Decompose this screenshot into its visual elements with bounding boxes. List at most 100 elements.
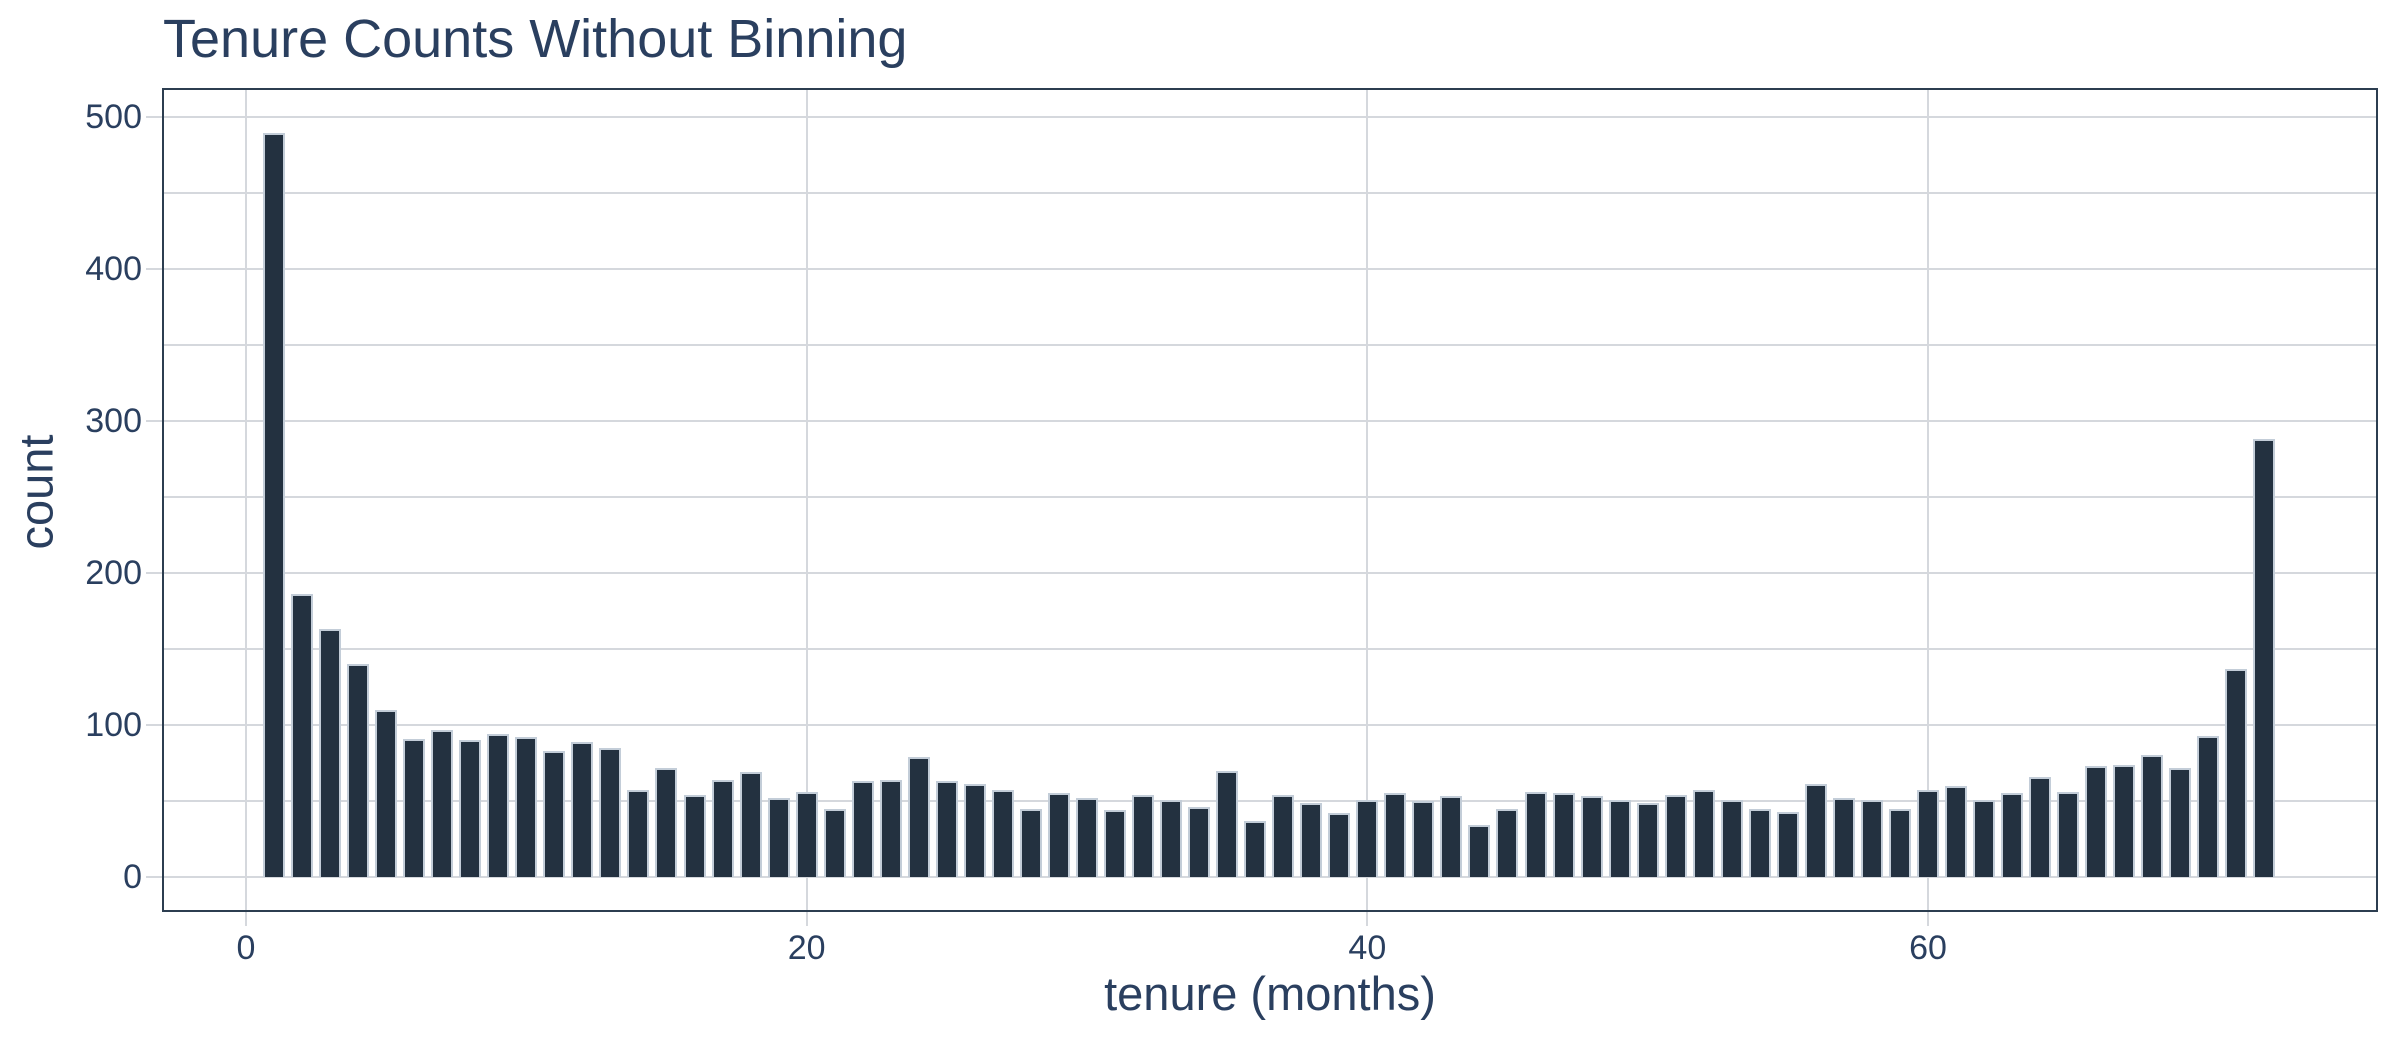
x-tick-label: 60	[1909, 929, 1947, 967]
bar-tenure-22	[851, 781, 874, 877]
bar-tenure-68	[2141, 755, 2164, 877]
bar-tenure-5	[375, 709, 398, 877]
x-gridline	[1366, 88, 1369, 912]
bar-tenure-25	[935, 781, 958, 877]
y-tick-label: 400	[85, 250, 142, 289]
bar-tenure-61	[1945, 785, 1968, 877]
bar-tenure-51	[1664, 794, 1687, 877]
y-tick-mark	[146, 268, 162, 271]
y-tick-label: 500	[85, 98, 142, 137]
y-tick-mark	[146, 116, 162, 119]
bar-tenure-28	[1019, 808, 1042, 877]
bar-tenure-67	[2113, 764, 2136, 877]
x-tick-label: 20	[787, 929, 826, 967]
y-gridline	[162, 724, 2378, 727]
y-gridline	[162, 192, 2378, 195]
bar-tenure-60	[1916, 790, 1939, 877]
bar-tenure-3	[319, 629, 342, 877]
bar-tenure-20	[795, 791, 818, 877]
bar-tenure-37	[1272, 794, 1295, 877]
y-tick-mark	[146, 572, 162, 575]
x-gridline	[245, 88, 247, 912]
bar-tenure-8	[459, 740, 482, 877]
y-gridline	[162, 876, 2378, 878]
y-gridline	[162, 116, 2378, 119]
bar-tenure-7	[431, 729, 454, 877]
y-tick-label: 300	[85, 402, 142, 441]
bar-tenure-1	[263, 132, 286, 877]
bar-tenure-50	[1636, 802, 1659, 877]
bar-tenure-23	[879, 779, 902, 877]
bar-tenure-57	[1832, 798, 1855, 877]
bar-tenure-44	[1468, 825, 1491, 877]
x-tick-mark	[1926, 912, 1929, 926]
bar-tenure-66	[2085, 766, 2108, 877]
y-gridline	[162, 800, 2378, 803]
x-axis-title: tenure (months)	[1104, 967, 1436, 1020]
bar-tenure-71	[2225, 668, 2248, 877]
bar-tenure-53	[1720, 799, 1743, 877]
y-gridline	[162, 572, 2378, 575]
bar-tenure-55	[1776, 811, 1799, 877]
bar-tenure-2	[291, 594, 314, 877]
bar-tenure-42	[1412, 801, 1435, 877]
x-tick-mark	[1366, 912, 1369, 926]
bar-tenure-24	[907, 756, 930, 877]
bar-tenure-72	[2253, 439, 2276, 877]
bar-tenure-41	[1384, 793, 1407, 877]
bar-tenure-64	[2029, 776, 2052, 877]
chart-title: Tenure Counts Without Binning	[163, 9, 908, 69]
bar-tenure-19	[767, 798, 790, 877]
bar-tenure-58	[1860, 799, 1883, 877]
bar-tenure-13	[599, 747, 622, 877]
bar-tenure-38	[1300, 802, 1323, 877]
x-gridline	[1926, 88, 1929, 912]
bar-tenure-35	[1216, 770, 1239, 877]
bar-tenure-10	[515, 737, 538, 877]
bar-tenure-36	[1244, 820, 1267, 877]
bar-tenure-11	[543, 750, 566, 877]
bar-tenure-47	[1552, 793, 1575, 877]
bar-tenure-34	[1188, 807, 1211, 877]
bar-tenure-63	[2001, 793, 2024, 877]
bar-tenure-27	[991, 790, 1014, 877]
bar-tenure-15	[655, 767, 678, 877]
bar-tenure-4	[347, 664, 370, 877]
bar-tenure-26	[963, 784, 986, 877]
bar-tenure-18	[739, 772, 762, 877]
bar-tenure-59	[1888, 808, 1911, 877]
y-tick-label: 200	[85, 554, 142, 593]
y-gridline	[162, 496, 2378, 499]
bar-tenure-65	[2057, 791, 2080, 877]
y-tick-label: 0	[123, 858, 142, 896]
y-gridline	[162, 420, 2378, 423]
bar-tenure-45	[1496, 808, 1519, 877]
bar-tenure-62	[1973, 799, 1996, 877]
bar-tenure-17	[711, 779, 734, 877]
bar-tenure-48	[1580, 796, 1603, 877]
bar-tenure-39	[1328, 813, 1351, 877]
y-tick-label: 100	[85, 706, 142, 745]
bar-tenure-6	[403, 738, 426, 877]
y-gridline	[162, 268, 2378, 271]
bar-tenure-9	[487, 734, 510, 877]
bar-tenure-49	[1608, 799, 1631, 877]
x-tick-label: 40	[1348, 929, 1387, 967]
bar-tenure-16	[683, 794, 706, 877]
y-tick-mark	[146, 420, 162, 423]
bar-tenure-46	[1524, 791, 1547, 877]
bar-tenure-12	[571, 741, 594, 877]
x-tick-mark	[245, 912, 247, 926]
bar-tenure-29	[1047, 793, 1070, 877]
bar-tenure-14	[627, 790, 650, 877]
bar-tenure-30	[1075, 798, 1098, 877]
bar-tenure-21	[823, 808, 846, 877]
y-gridline	[162, 648, 2378, 651]
x-gridline	[805, 88, 808, 912]
bar-tenure-43	[1440, 796, 1463, 877]
bar-tenure-33	[1160, 799, 1183, 877]
y-axis-title: count	[9, 434, 63, 550]
bar-tenure-54	[1748, 808, 1771, 877]
bar-tenure-40	[1356, 799, 1379, 877]
